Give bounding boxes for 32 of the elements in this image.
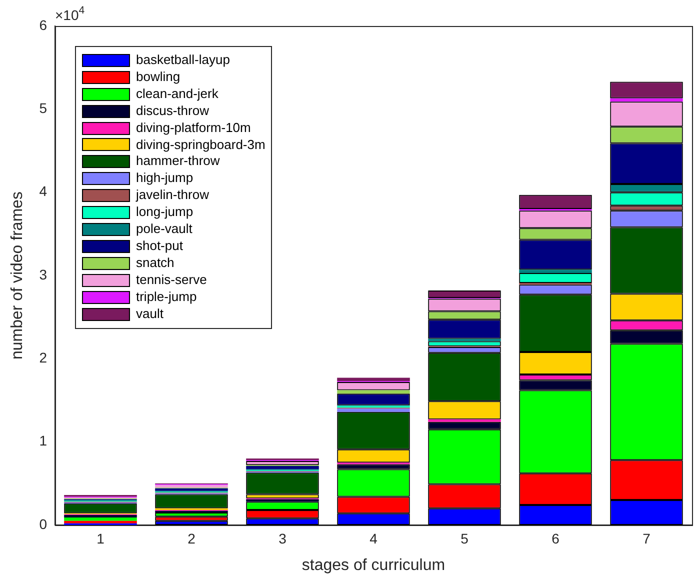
legend-label: triple-jump <box>136 288 197 306</box>
legend-label: diving-springboard-3m <box>136 136 266 154</box>
legend-label: shot-put <box>136 238 183 255</box>
legend-label: bowling <box>136 68 180 86</box>
legend-label: clean-and-jerk <box>136 86 218 103</box>
y-tick-label: 5 <box>39 100 48 116</box>
x-tick-label: 4 <box>370 530 378 546</box>
x-tick-label: 5 <box>460 530 469 546</box>
legend-label: diving-platform-10m <box>136 120 251 137</box>
legend-label: snatch <box>136 254 174 272</box>
legend-label: javelin-throw <box>136 187 209 204</box>
legend-label: discus-throw <box>136 102 209 120</box>
x-tick-label: 2 <box>188 530 196 546</box>
x-tick-label: 6 <box>552 530 560 546</box>
y-tick-label: 4 <box>39 183 48 200</box>
y-tick-label: 2 <box>39 350 48 366</box>
legend-label: pole-vault <box>136 221 192 238</box>
x-tick-label: 1 <box>96 530 105 546</box>
x-tick-label: 3 <box>278 530 287 546</box>
legend-label: hammer-throw <box>136 153 220 170</box>
y-tick-label: 6 <box>39 16 48 33</box>
y-tick-label: 0 <box>39 516 48 532</box>
x-tick-label: 7 <box>642 530 651 546</box>
x-axis-title: stages of curriculum <box>302 556 446 574</box>
legend-label: basketball-layup <box>136 52 230 69</box>
y-tick-label: 3 <box>39 266 48 282</box>
legend-label: high-jump <box>136 170 194 188</box>
legend-label: tennis-serve <box>136 272 207 289</box>
legend-label: long-jump <box>136 204 194 222</box>
y-axis-title: number of video frames <box>9 191 26 360</box>
y-tick-label: 1 <box>39 432 48 449</box>
legend-label: vault <box>136 306 164 322</box>
